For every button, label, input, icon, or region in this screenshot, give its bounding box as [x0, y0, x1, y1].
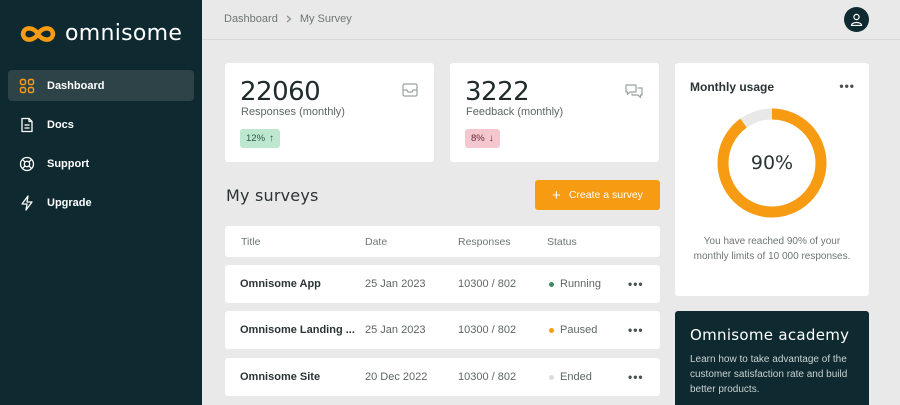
lifebuoy-icon — [19, 156, 35, 172]
chevron-right-icon — [286, 15, 292, 23]
row-responses: 10300 / 802 — [458, 371, 517, 383]
stat-value: 22060 — [240, 77, 321, 107]
trend-badge: 12% ↑ — [240, 129, 281, 148]
status-dot — [549, 327, 554, 333]
column-responses: Responses — [458, 235, 511, 248]
status-text: Paused — [560, 324, 598, 336]
academy-title: Omnisome academy — [690, 326, 850, 344]
sidebar-item-label: Support — [47, 157, 90, 170]
avatar[interactable] — [844, 7, 869, 32]
plus-icon: + — [552, 186, 561, 204]
stat-card-responses: 22060 Responses (monthly) 12% ↑ — [225, 63, 434, 162]
table-row[interactable]: Omnisome App 25 Jan 2023 10300 / 802 Run… — [225, 265, 660, 303]
usage-title: Monthly usage — [690, 80, 775, 94]
sidebar-item-dashboard[interactable]: Dashboard — [8, 70, 194, 101]
arrow-up-icon: ↑ — [269, 133, 275, 144]
sidebar-item-label: Upgrade — [47, 196, 92, 209]
more-options-icon[interactable]: ••• — [839, 79, 855, 93]
status-dot — [549, 374, 554, 380]
status-dot — [549, 281, 554, 287]
column-status: Status — [547, 235, 577, 248]
create-survey-label: Create a survey — [568, 189, 643, 201]
status-badge: Ended — [549, 358, 592, 396]
grid-icon — [19, 78, 35, 94]
stat-label: Feedback (monthly) — [466, 106, 564, 118]
sidebar: omnisome Dashboard Docs Support Upgrade — [0, 0, 202, 405]
more-options-icon[interactable]: ••• — [628, 323, 644, 337]
table-header: Title Date Responses Status — [225, 226, 660, 257]
more-options-icon[interactable]: ••• — [628, 277, 644, 291]
logo-text: omnisome — [65, 21, 183, 46]
academy-text: Learn how to take advantage of the custo… — [690, 354, 848, 395]
more-options-icon[interactable]: ••• — [628, 370, 644, 384]
row-title: Omnisome Site — [240, 371, 321, 383]
status-text: Running — [560, 278, 601, 290]
status-badge: Paused — [549, 311, 597, 349]
row-responses: 10300 / 802 — [458, 324, 517, 336]
breadcrumb-my-survey[interactable]: My Survey — [299, 13, 352, 25]
arrow-down-icon: ↓ — [488, 133, 494, 144]
topbar: Dashboard My Survey — [202, 0, 900, 40]
inbox-icon — [402, 83, 418, 102]
breadcrumb-dashboard[interactable]: Dashboard — [224, 13, 278, 25]
table-row[interactable]: Omnisome Site 20 Dec 2022 10300 / 802 En… — [225, 358, 660, 396]
breadcrumb: Dashboard My Survey — [224, 13, 352, 25]
usage-progress-ring — [717, 108, 827, 218]
chat-icon — [625, 83, 643, 104]
row-title: Omnisome Landing ... — [240, 324, 355, 336]
create-survey-button[interactable]: + Create a survey — [535, 180, 660, 210]
sidebar-item-label: Dashboard — [47, 79, 105, 92]
document-icon — [19, 117, 35, 133]
row-title: Omnisome App — [240, 278, 321, 290]
badge-value: 8% — [471, 133, 485, 144]
user-icon — [850, 13, 863, 26]
status-text: Ended — [560, 371, 592, 383]
sidebar-item-upgrade[interactable]: Upgrade — [8, 187, 194, 218]
usage-ring-fill — [717, 108, 827, 218]
stat-label: Responses (monthly) — [241, 106, 345, 118]
lightning-icon — [19, 194, 35, 211]
status-badge: Running — [549, 265, 601, 303]
row-date: 20 Dec 2022 — [365, 371, 428, 383]
column-date: Date — [365, 235, 388, 248]
usage-percent: 90% — [750, 152, 794, 174]
sidebar-nav: Dashboard Docs Support Upgrade — [8, 70, 194, 226]
table-row[interactable]: Omnisome Landing ... 25 Jan 2023 10300 /… — [225, 311, 660, 349]
row-date: 25 Jan 2023 — [365, 278, 426, 290]
badge-value: 12% — [246, 133, 266, 144]
sidebar-item-label: Docs — [47, 118, 74, 131]
sidebar-item-docs[interactable]: Docs — [8, 109, 194, 140]
trend-badge: 8% ↓ — [465, 129, 500, 148]
infinity-logo-icon — [20, 25, 56, 42]
column-title: Title — [241, 235, 261, 248]
monthly-usage-card: Monthly usage ••• 90% You have reached 9… — [675, 63, 869, 296]
stat-value: 3222 — [465, 77, 530, 107]
academy-card[interactable]: Omnisome academy Learn how to take advan… — [675, 311, 869, 405]
section-title: My surveys — [226, 186, 319, 205]
logo[interactable]: omnisome — [19, 21, 182, 46]
stat-card-feedback: 3222 Feedback (monthly) 8% ↓ — [450, 63, 659, 162]
usage-description: You have reached 90% of your monthly lim… — [693, 236, 851, 262]
row-responses: 10300 / 802 — [458, 278, 517, 290]
row-date: 25 Jan 2023 — [365, 324, 426, 336]
sidebar-item-support[interactable]: Support — [8, 148, 194, 179]
